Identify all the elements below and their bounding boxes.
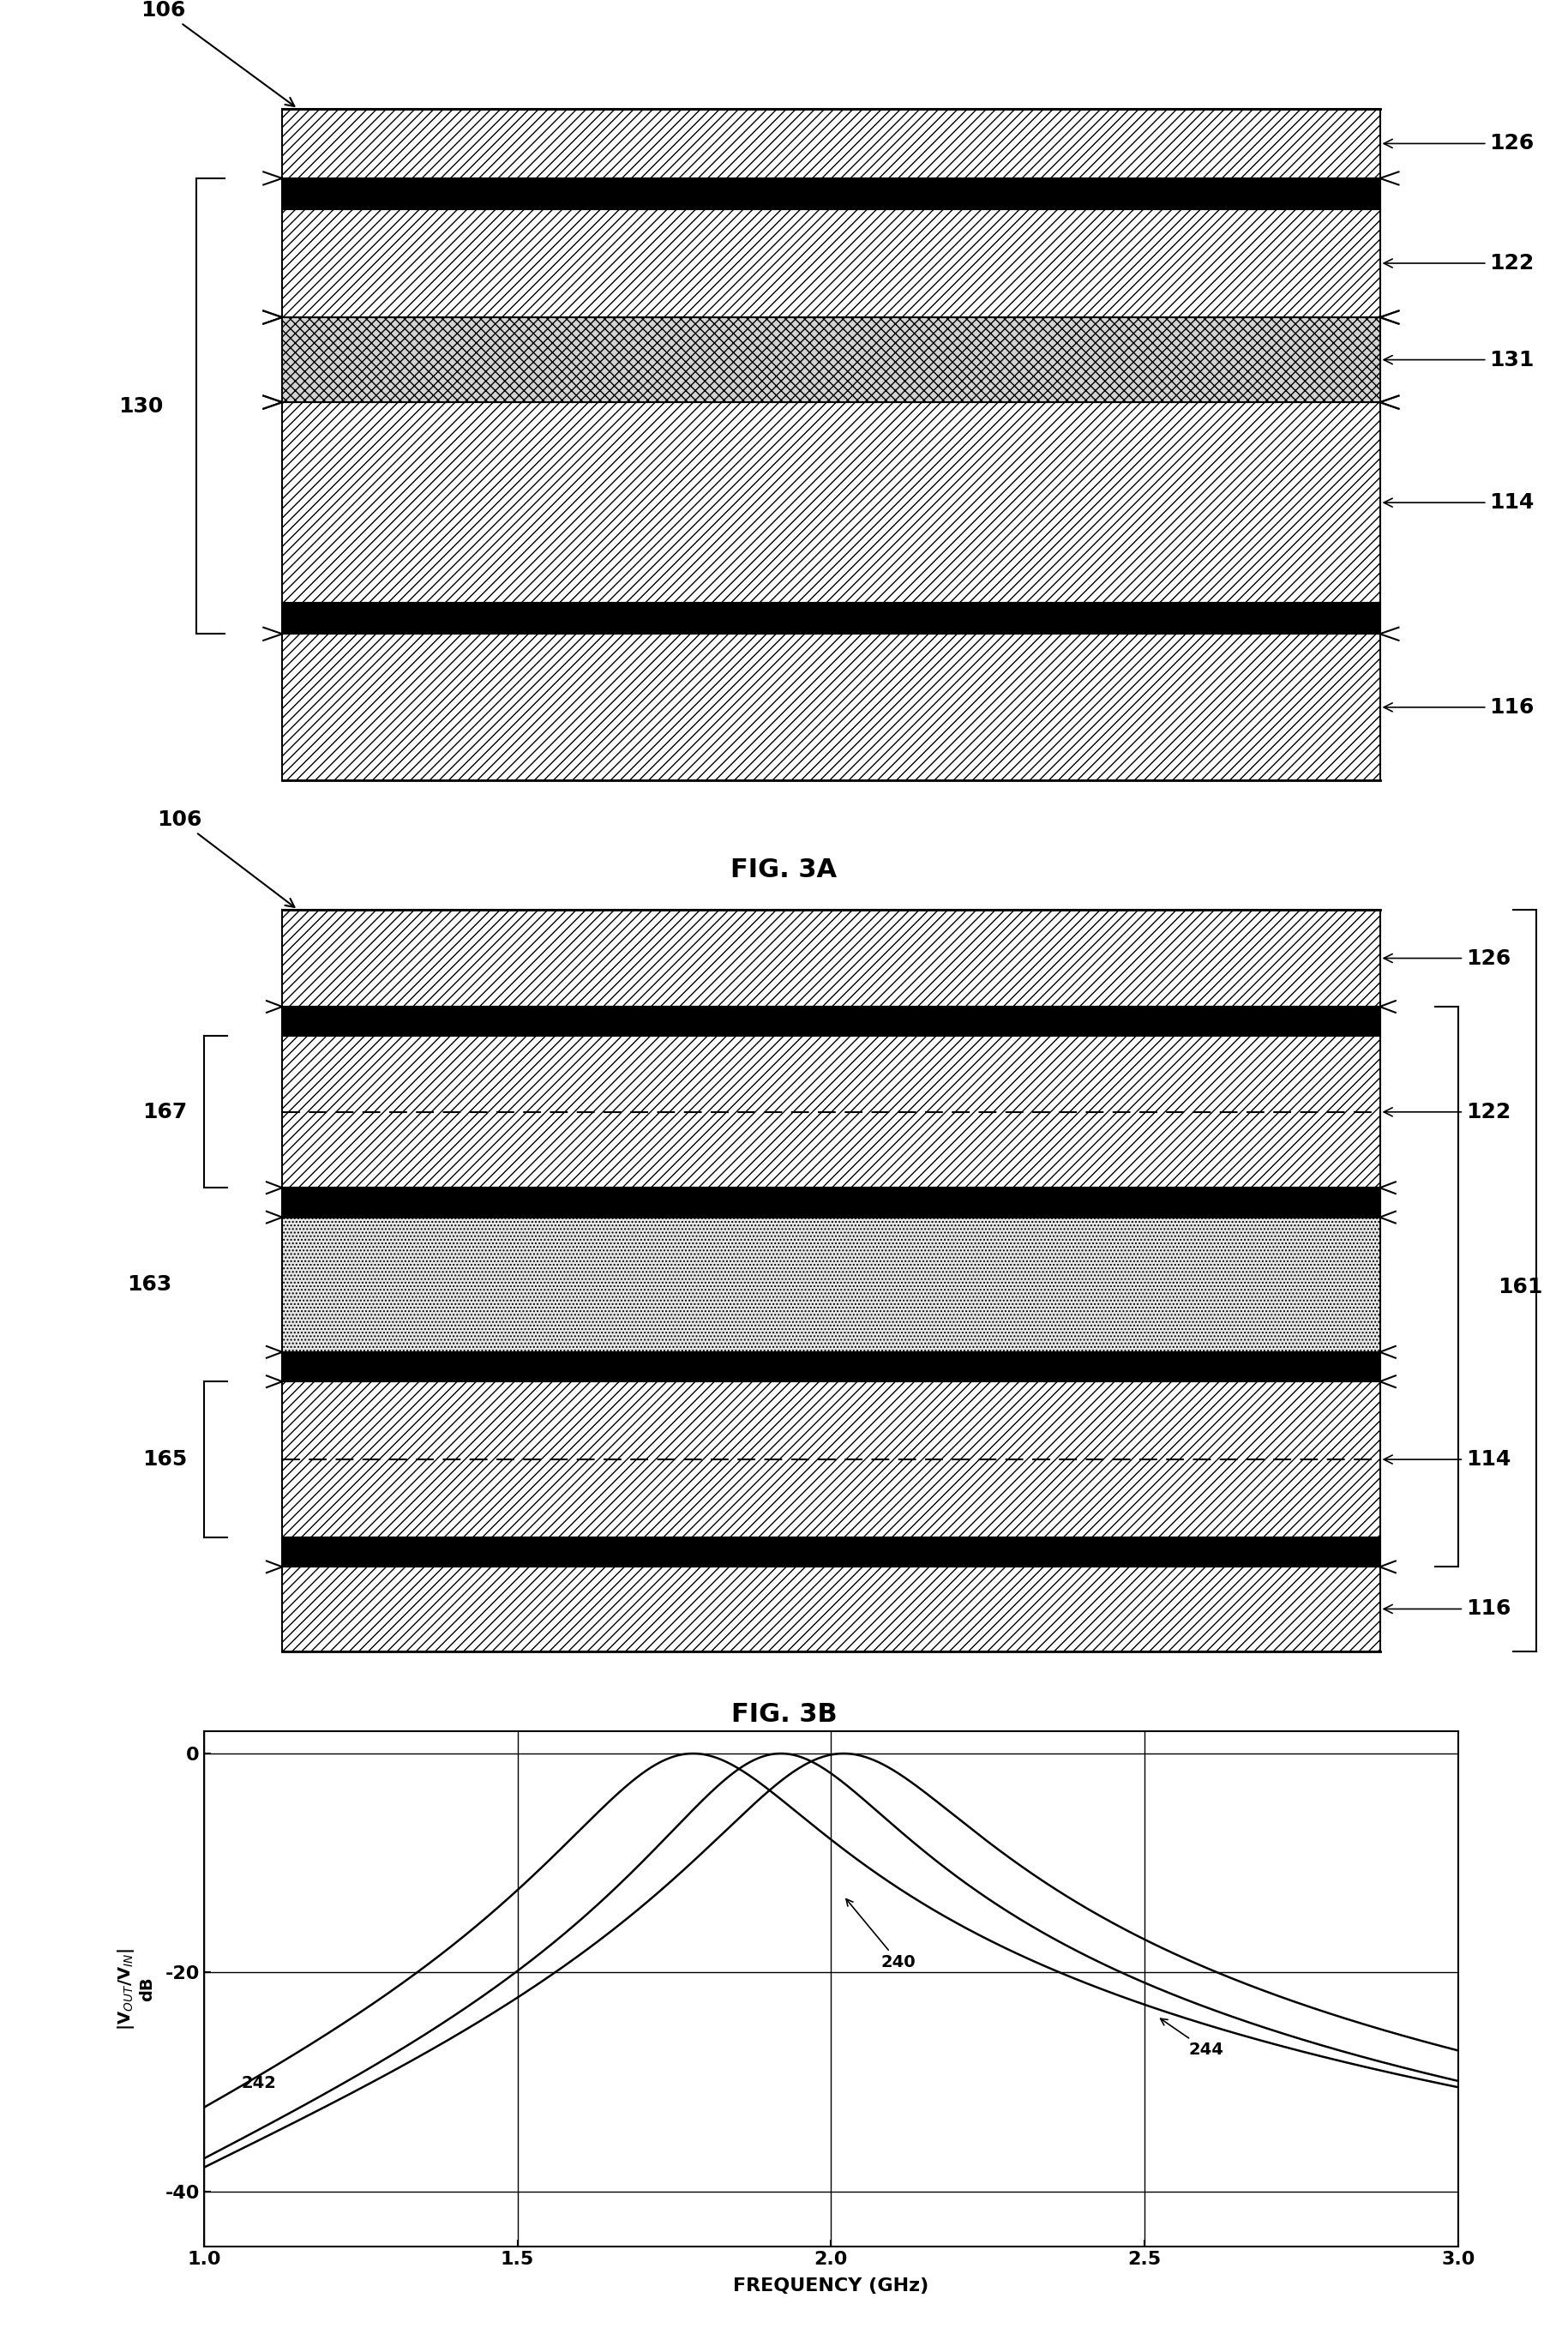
Bar [282, 1217, 1380, 1353]
Text: 126: 126 [1385, 133, 1535, 154]
Text: 122: 122 [1385, 1102, 1512, 1123]
Y-axis label: |V$_{OUT}$/V$_{IN}$|
dB: |V$_{OUT}$/V$_{IN}$| dB [116, 1947, 155, 2031]
Bar [282, 1037, 1380, 1189]
Bar [282, 108, 1380, 178]
Text: 116: 116 [1385, 697, 1535, 718]
Bar [282, 1537, 1380, 1568]
Text: 242: 242 [241, 2076, 276, 2092]
Bar [282, 604, 1380, 634]
Text: 106: 106 [157, 810, 295, 908]
Bar [282, 1006, 1380, 1037]
Bar [282, 634, 1380, 782]
Bar [282, 910, 1380, 1006]
Text: 167: 167 [143, 1102, 187, 1123]
Text: 122: 122 [1385, 253, 1535, 274]
Text: 165: 165 [143, 1448, 187, 1470]
Text: 131: 131 [1385, 349, 1535, 370]
Bar [282, 402, 1380, 604]
Text: 161: 161 [1497, 1278, 1543, 1296]
Text: 116: 116 [1385, 1598, 1512, 1619]
Bar [282, 1568, 1380, 1652]
Text: 126: 126 [1385, 948, 1512, 969]
X-axis label: FREQUENCY (GHz): FREQUENCY (GHz) [734, 2277, 928, 2296]
Text: 114: 114 [1385, 491, 1535, 512]
Text: 244: 244 [1160, 2019, 1223, 2059]
Bar [282, 318, 1380, 402]
Bar [282, 1353, 1380, 1381]
Text: FIG. 3B: FIG. 3B [731, 1701, 837, 1727]
Text: 130: 130 [119, 395, 163, 417]
Bar [282, 1381, 1380, 1537]
Text: FIG. 3A: FIG. 3A [731, 859, 837, 882]
Bar [282, 208, 1380, 318]
Text: 114: 114 [1385, 1448, 1512, 1470]
Bar [282, 1189, 1380, 1217]
Text: 240: 240 [847, 1900, 916, 1970]
Text: 163: 163 [127, 1275, 171, 1294]
Bar [282, 178, 1380, 208]
Text: 106: 106 [141, 0, 295, 105]
